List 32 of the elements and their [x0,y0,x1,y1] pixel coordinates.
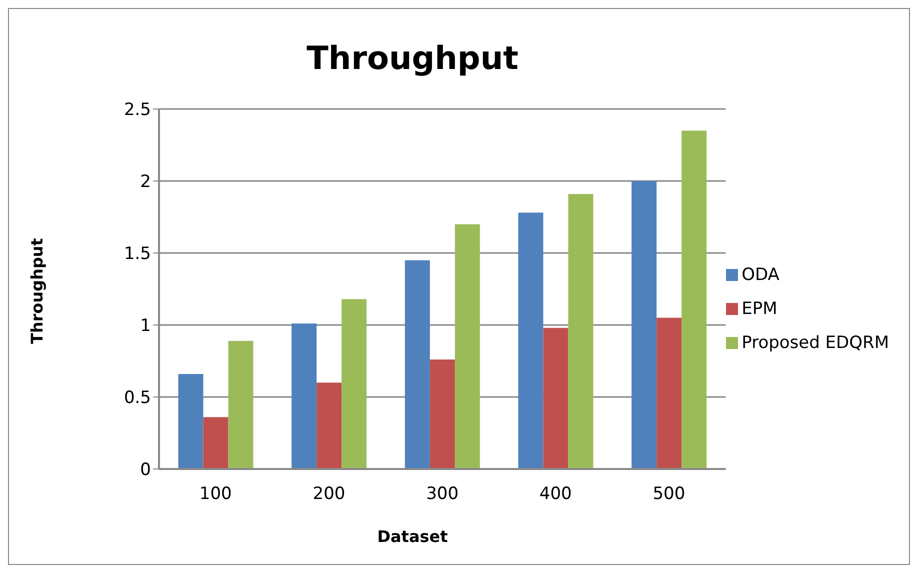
y-tick-label: 0.5 [124,388,151,408]
bar [656,318,682,469]
bar [682,130,707,469]
bar [454,224,480,469]
bar [568,194,594,469]
legend-label: Proposed EDQRM [742,333,889,353]
legend-label: EPM [742,299,778,319]
bar [430,360,455,469]
bar [228,340,254,469]
x-tick-label: 300 [426,484,459,504]
y-tick-label: 2 [140,172,151,192]
y-tick-label: 0 [140,460,151,480]
bar [178,374,204,469]
bar [632,181,657,469]
y-tick-label: 1 [140,316,151,336]
bar [518,212,544,469]
bar [543,328,568,469]
bar [203,417,228,469]
bar [292,324,317,469]
bar [342,299,367,469]
chart-title: Throughput [306,39,520,77]
legend-label: ODA [742,265,780,285]
y-tick-label: 1.5 [124,244,151,264]
y-axis-title: Throughput [28,238,46,344]
x-tick-label: 400 [539,484,572,504]
x-tick-label: 200 [312,484,346,504]
y-tick-label: 2.5 [124,100,151,120]
x-axis-title: Dataset [376,527,449,546]
x-tick-label: 100 [199,484,232,504]
bar [316,382,342,469]
x-tick-label: 500 [652,484,686,504]
bar [404,260,430,469]
